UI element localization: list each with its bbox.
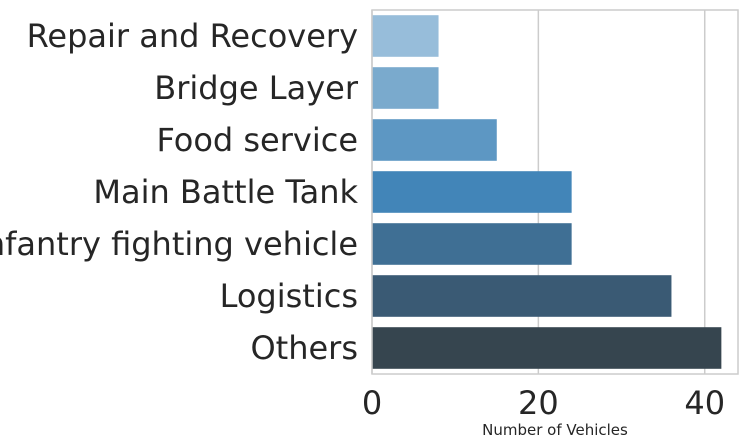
plot-frame: [371, 9, 739, 375]
category-labels: Repair and Recovery Bridge Layer Food serv…: [0, 17, 359, 367]
bar-logistics: [372, 275, 672, 317]
category-label: Others: [250, 329, 358, 367]
x-tick-label: 40: [684, 384, 725, 422]
bar-food-service: [372, 119, 497, 161]
bar-bridge-layer: [372, 67, 439, 109]
bar-iinfantry-fighting-vehicle: [372, 223, 572, 265]
bar-others: [372, 327, 722, 369]
bar-main-battle-tank: [372, 171, 572, 213]
category-label: Food service: [156, 121, 358, 159]
category-label: Bridge Layer: [154, 69, 359, 107]
category-label: Main Battle Tank: [93, 173, 358, 211]
x-tick-labels: 0 20 40: [362, 384, 725, 422]
x-axis-title: Number of Vehicles: [482, 421, 628, 439]
x-tick-label: 0: [362, 384, 382, 422]
x-tick-label: 20: [518, 384, 559, 422]
bars: [372, 15, 722, 369]
category-label: Iinfantry fighting vehicle: [0, 225, 358, 263]
bar-repair-and-recovery: [372, 15, 439, 57]
category-label: Logistics: [220, 277, 358, 315]
category-label: Repair and Recovery: [27, 17, 358, 55]
